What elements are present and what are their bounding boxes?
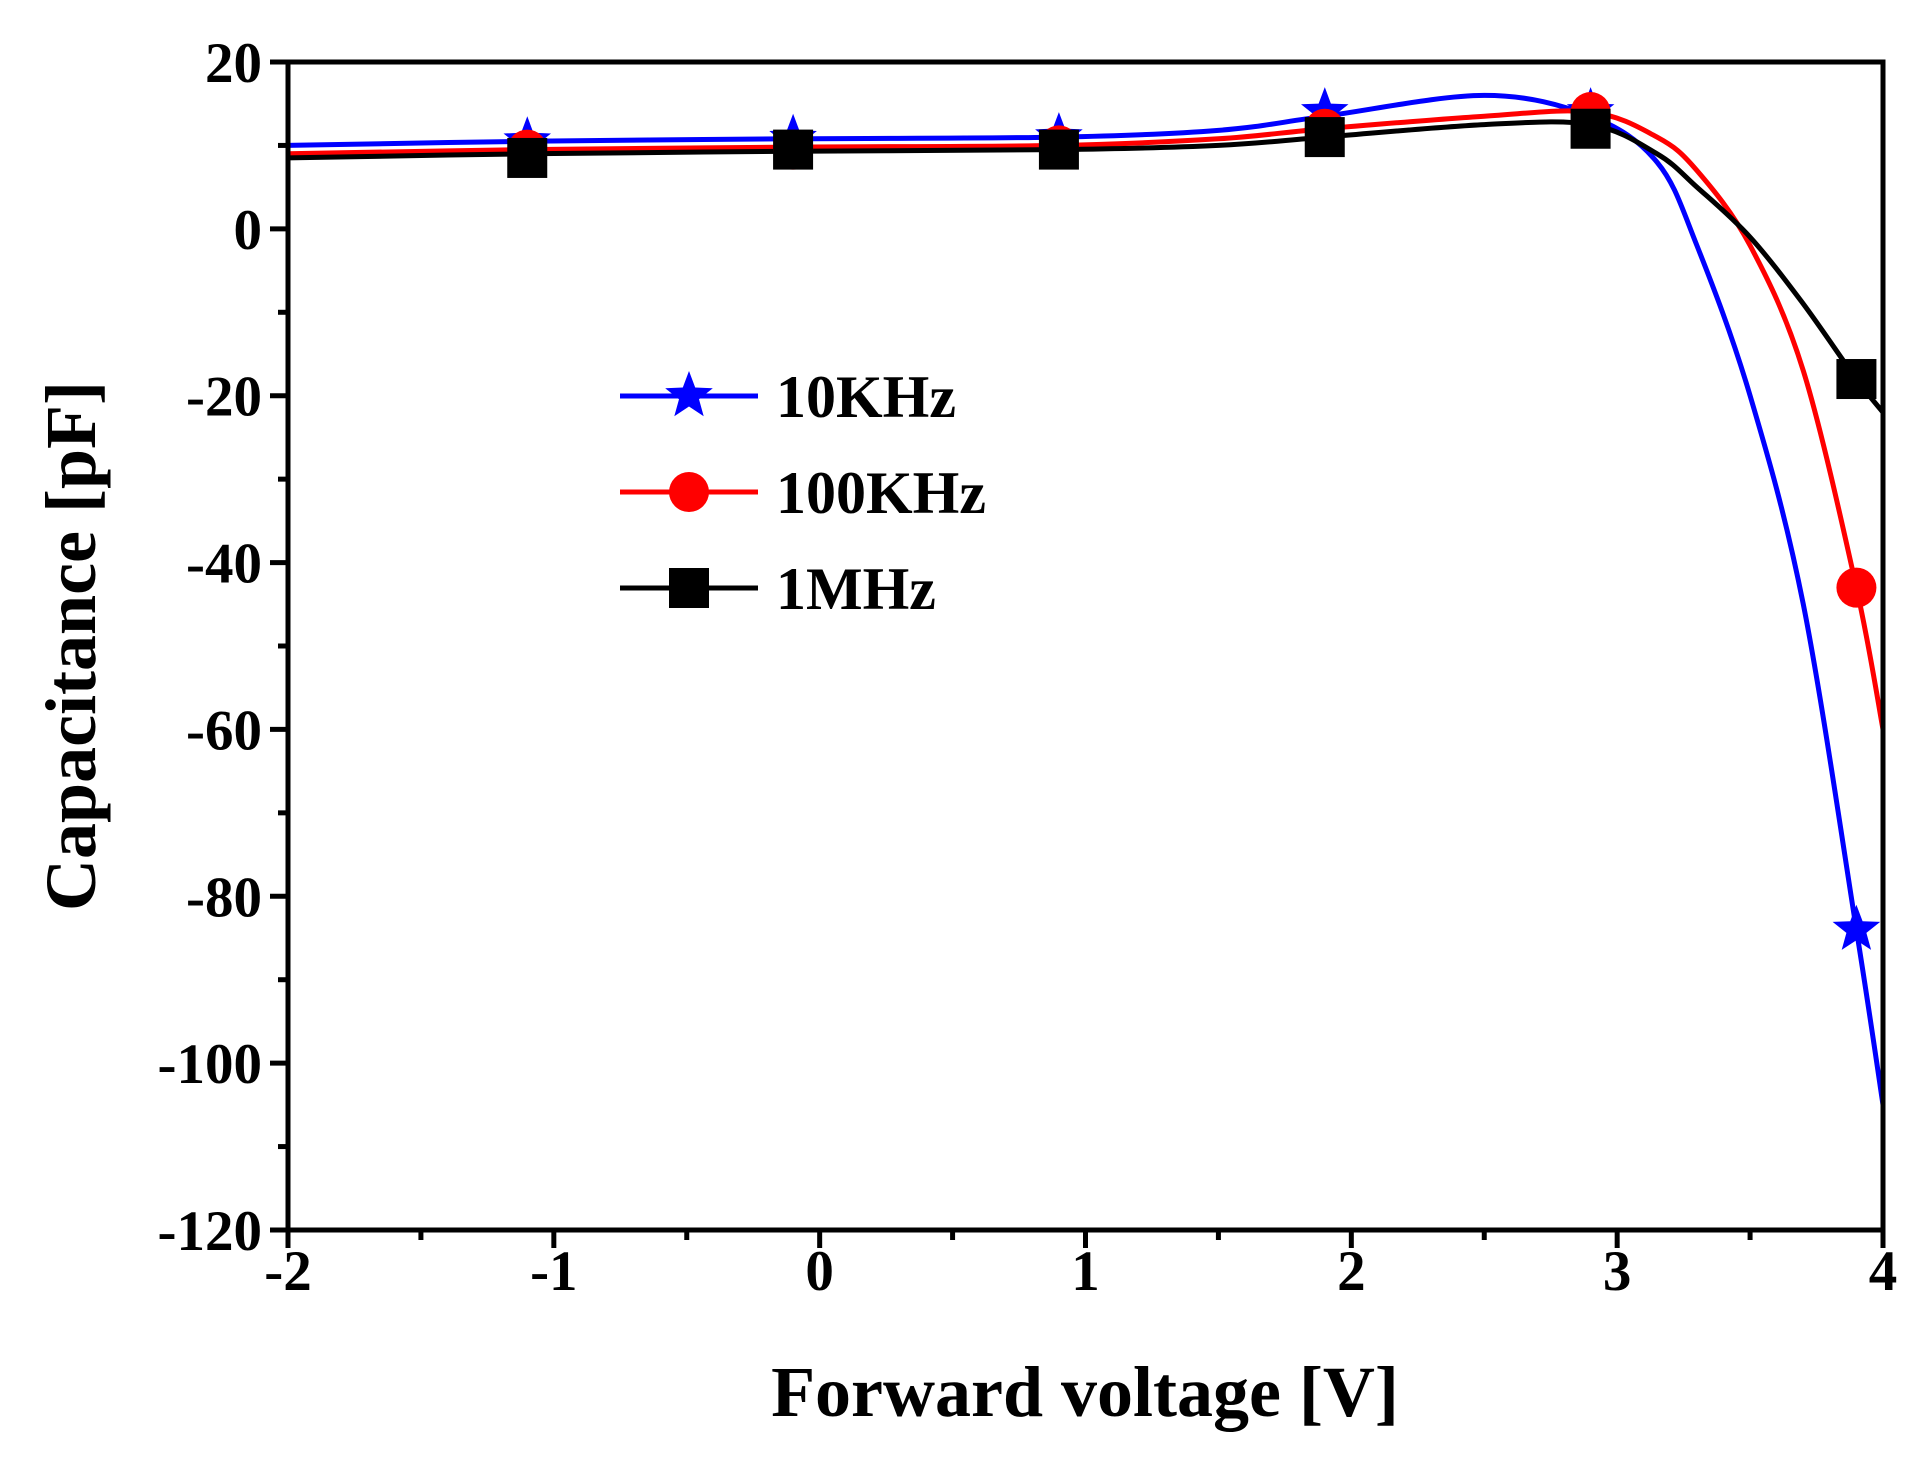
legend-marker-1MHz xyxy=(669,568,709,608)
y-tick-label: 20 xyxy=(205,32,262,95)
x-axis: -2 -1 0 1 2 3 4 xyxy=(264,1230,1897,1303)
series-curves xyxy=(288,92,1883,1106)
legend: 10KHz 100KHz 1MHz xyxy=(620,364,986,622)
x-axis-title: Forward voltage [V] xyxy=(771,1352,1399,1432)
legend-label-10KHz: 10KHz xyxy=(776,364,956,430)
series-line-10KHz xyxy=(288,92,1883,1106)
legend-marker-100KHz xyxy=(669,472,709,512)
x-tick-label: 4 xyxy=(1869,1240,1898,1303)
legend-marker-10KHz xyxy=(665,371,713,417)
y-tick-label: -60 xyxy=(186,699,262,762)
series-point-10KHz xyxy=(1832,904,1881,950)
x-tick-label: -2 xyxy=(264,1240,311,1303)
series-line-1MHz xyxy=(288,119,1883,414)
y-tick-label: 0 xyxy=(234,199,263,262)
series-point-1MHz xyxy=(507,137,548,178)
series-point-1MHz xyxy=(1570,108,1611,149)
y-tick-label: -80 xyxy=(186,866,262,929)
series-markers xyxy=(503,87,1881,950)
legend-label-100KHz: 100KHz xyxy=(776,460,986,526)
plot-frame xyxy=(285,59,1886,1233)
series-line-100KHz xyxy=(288,108,1883,730)
series-point-1MHz xyxy=(1836,359,1877,400)
y-tick-label: -20 xyxy=(186,366,262,429)
legend-label-1MHz: 1MHz xyxy=(776,556,936,622)
y-axis: 20 0 -20 -40 -60 -80 -100 -120 xyxy=(158,32,288,1263)
series-point-1MHz xyxy=(1038,129,1079,170)
y-axis-title: Capacitance [pF] xyxy=(31,381,111,911)
series-point-1MHz xyxy=(1304,117,1345,158)
x-tick-label: 3 xyxy=(1603,1240,1632,1303)
x-tick-label: 0 xyxy=(805,1240,834,1303)
series-point-100KHz xyxy=(1836,567,1877,608)
y-tick-label: -100 xyxy=(158,1033,262,1096)
x-tick-label: 1 xyxy=(1071,1240,1100,1303)
y-tick-label: -120 xyxy=(158,1200,262,1263)
y-tick-label: -40 xyxy=(186,533,262,596)
x-tick-label: 2 xyxy=(1337,1240,1366,1303)
series-point-1MHz xyxy=(773,129,814,170)
x-tick-label: -1 xyxy=(530,1240,577,1303)
